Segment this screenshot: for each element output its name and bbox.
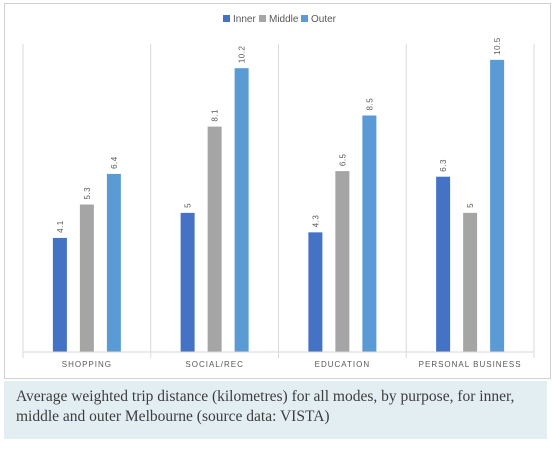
data-label-outer-0: 6.4	[110, 156, 119, 169]
legend-swatch-outer	[301, 15, 308, 22]
category-labels: SHOPPING SOCIAL/REC EDUCATION PERSONAL BUSI…	[62, 360, 522, 369]
data-label-outer-3: 10.5	[493, 37, 502, 55]
data-label-middle-3: 5	[466, 203, 475, 208]
bar-outer-0	[106, 173, 121, 352]
data-label-outer-2: 8.5	[365, 98, 374, 111]
bar-outer-2	[362, 115, 377, 352]
data-label-inner-2: 4.3	[311, 215, 320, 228]
bar-middle-0	[79, 204, 94, 352]
category-separators	[22, 44, 535, 358]
legend-swatch-inner	[223, 15, 230, 22]
bar-chart: Inner Middle Outer 4.1 5.3 6.4 5 8.1 10.2 4.3 6.5…	[22, 14, 535, 369]
legend-swatch-middle	[259, 15, 266, 22]
category-label: EDUCATION	[315, 360, 371, 369]
legend-label-outer: Outer	[311, 14, 337, 25]
figure-caption: Average weighted trip distance (kilometr…	[4, 381, 547, 439]
data-label-middle-1: 8.1	[211, 109, 220, 122]
category-label: SOCIAL/REC	[185, 360, 243, 369]
bar-outer-1	[234, 68, 249, 352]
bar-middle-3	[463, 212, 478, 352]
category-label: PERSONAL BUSINESS	[419, 360, 522, 369]
bar-inner-2	[308, 232, 323, 352]
bar-middle-1	[207, 126, 222, 352]
chart-legend: Inner Middle Outer	[223, 14, 337, 25]
legend-label-inner: Inner	[233, 14, 256, 25]
bar-middle-2	[335, 171, 350, 352]
legend-label-middle: Middle	[269, 14, 299, 25]
bar-inner-0	[52, 237, 67, 352]
bar-series	[52, 59, 505, 353]
bar-inner-3	[436, 176, 451, 352]
bar-inner-1	[180, 212, 195, 352]
data-labels: 4.1 5.3 6.4 5 8.1 10.2 4.3 6.5 8.5 6.3 5 10.5	[56, 37, 502, 233]
caption-text: Average weighted trip distance (kilometr…	[16, 388, 515, 425]
category-label: SHOPPING	[62, 360, 112, 369]
data-label-inner-3: 6.3	[439, 159, 448, 172]
data-label-middle-2: 6.5	[338, 153, 347, 166]
chart-container: Inner Middle Outer 4.1 5.3 6.4 5 8.1 10.2 4.3 6.5…	[4, 3, 551, 379]
data-label-outer-1: 10.2	[238, 46, 247, 64]
data-label-inner-0: 4.1	[56, 220, 65, 233]
bar-outer-3	[490, 59, 505, 353]
data-label-middle-0: 5.3	[83, 187, 92, 200]
data-label-inner-1: 5	[184, 203, 193, 208]
